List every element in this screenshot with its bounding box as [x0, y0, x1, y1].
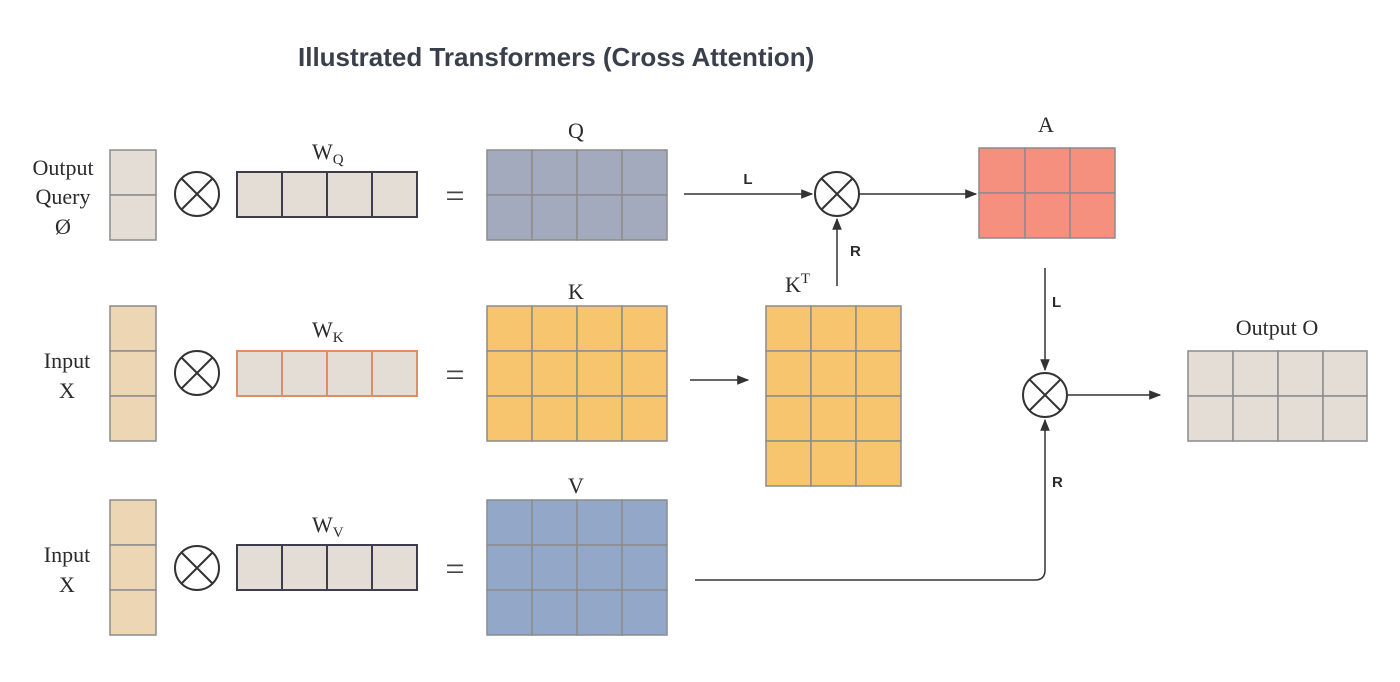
k-matrix — [486, 305, 668, 442]
wv-label-main: W — [312, 512, 333, 537]
query-equals-sign: = — [445, 178, 464, 215]
v-matrix-label: V — [568, 473, 584, 498]
value-multiply-icon — [174, 545, 220, 591]
wk-label-main: W — [312, 317, 333, 342]
value-input-vector — [109, 499, 157, 636]
key-equals-sign: = — [445, 357, 464, 394]
wv-label: WV — [312, 512, 344, 541]
value-equals-sign: = — [445, 551, 464, 588]
key-input-vector — [109, 305, 157, 442]
key-multiply-icon — [174, 350, 220, 396]
wq-label-main: W — [312, 139, 333, 164]
score-right-operand-label: R — [850, 243, 861, 260]
value-row-label-line-2: X — [59, 572, 75, 597]
wv-label-sub: V — [333, 525, 344, 541]
wq-weight-matrix — [236, 171, 418, 218]
score-left-operand-label: L — [743, 171, 752, 188]
key-row-label-line-1: Input — [44, 348, 90, 373]
wv-weight-matrix — [236, 544, 418, 591]
wk-label: WK — [312, 317, 344, 346]
diagram-title: Illustrated Transformers (Cross Attentio… — [298, 42, 814, 72]
output-matrix-label: Output O — [1236, 315, 1319, 340]
output-multiply-icon — [1022, 372, 1068, 418]
wq-label-sub: Q — [333, 152, 344, 168]
wk-weight-matrix — [236, 350, 418, 397]
kt-label-sup: T — [801, 271, 810, 287]
query-input-vector — [109, 149, 157, 241]
output-right-operand-label: R — [1052, 474, 1063, 491]
v-matrix — [486, 499, 668, 636]
q-matrix-label: Q — [568, 118, 584, 143]
score-multiply-icon — [814, 171, 860, 217]
output-matrix — [1187, 350, 1368, 442]
wk-label-sub: K — [333, 330, 344, 346]
a-matrix-label: A — [1038, 112, 1054, 137]
kt-label-main: K — [785, 272, 801, 297]
v-to-output-arrow — [695, 418, 1050, 581]
query-row-label-line-2: Query — [36, 184, 91, 209]
a-matrix — [978, 147, 1116, 239]
key-row-label-line-2: X — [59, 378, 75, 403]
wq-label: WQ — [312, 139, 344, 168]
kt-matrix — [765, 305, 902, 487]
k-matrix-label: K — [568, 279, 584, 304]
output-left-operand-label: L — [1052, 294, 1061, 311]
value-row-label-line-1: Input — [44, 542, 90, 567]
kt-matrix-label: KT — [785, 271, 810, 297]
query-row-label-line-3: Ø — [55, 214, 71, 239]
query-row-label-line-1: Output — [32, 155, 93, 180]
q-matrix — [486, 149, 668, 241]
query-multiply-icon — [174, 171, 220, 217]
